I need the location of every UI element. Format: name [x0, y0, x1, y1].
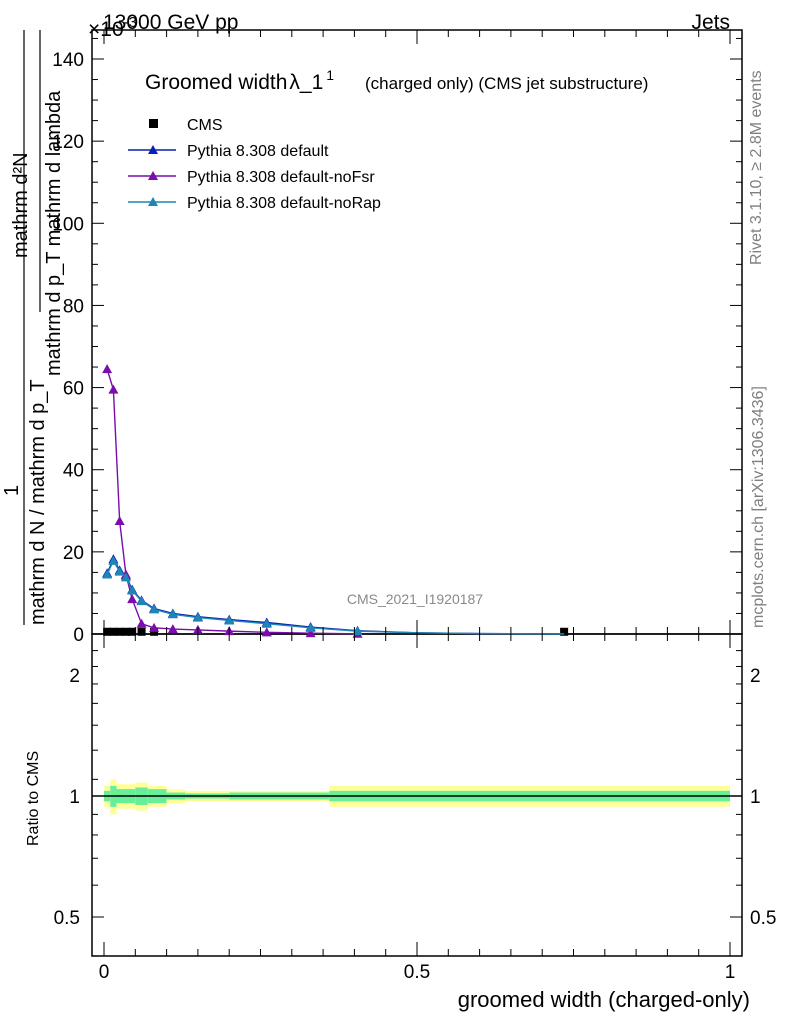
series-marker-3 — [192, 612, 203, 622]
series-marker-3 — [127, 585, 138, 595]
cms-point — [560, 627, 569, 636]
series-marker-3 — [114, 566, 125, 576]
ylabel-bottom-num: 1 — [1, 485, 23, 496]
ratio-y-tick-label-right: 1 — [750, 787, 761, 808]
title-sub: (charged only) (CMS jet substructure) — [365, 74, 648, 93]
cms-point — [115, 627, 124, 636]
y-tick-label: 0 — [73, 625, 84, 646]
ylabel-top-num: mathrm d²N — [10, 152, 32, 258]
x-axis-label: groomed width (charged-only) — [458, 987, 750, 1012]
title-sup: 1 — [326, 67, 334, 83]
series-marker-2 — [167, 624, 178, 634]
series-marker-3 — [120, 572, 131, 582]
y-tick-label: 80 — [63, 296, 84, 317]
cms-point — [137, 627, 146, 636]
legend-entry: Pythia 8.308 default-noFsr — [187, 169, 375, 186]
series-marker-3 — [102, 569, 113, 579]
cms-point — [121, 627, 130, 636]
y-tick-label: 140 — [52, 50, 84, 71]
cms-point — [103, 627, 112, 636]
series-line-3 — [106, 559, 565, 635]
ratio-band — [104, 779, 730, 815]
header-right: Jets — [691, 11, 730, 34]
header-left: 13000 GeV pp — [103, 11, 238, 34]
x-tick-label: 0 — [99, 962, 110, 983]
ratio-y-tick-label: 0.5 — [54, 908, 80, 929]
series-marker-2 — [305, 628, 316, 638]
legend-entry: Pythia 8.308 default — [187, 143, 329, 160]
series-marker-3 — [167, 609, 178, 619]
series-marker-3 — [261, 618, 272, 628]
rivet-label: Rivet 3.1.10, ≥ 2.8M events — [748, 70, 765, 265]
ratio-y-tick-label: 1 — [69, 787, 80, 808]
legend-marker — [148, 171, 158, 180]
series-marker-2 — [102, 364, 113, 374]
exponent-label: ×10-3 — [88, 14, 137, 41]
y-tick-label: 120 — [52, 132, 84, 153]
x-tick-label: 1 — [725, 962, 736, 983]
cms-point — [128, 627, 137, 636]
series-marker-2 — [149, 622, 160, 632]
series-marker-3 — [352, 626, 363, 636]
series-marker-2 — [136, 618, 147, 628]
y-tick-label: 100 — [52, 214, 84, 235]
legend-entry: Pythia 8.308 default-noRap — [187, 195, 381, 212]
series-line-1 — [106, 557, 565, 635]
series-marker-3 — [305, 622, 316, 632]
series-marker-3 — [224, 615, 235, 625]
series-marker-3 — [149, 604, 160, 614]
legend-marker — [148, 145, 158, 154]
series-marker-2 — [108, 384, 119, 394]
series-marker-3 — [108, 555, 119, 565]
ylabel-top-den: mathrm d p_T mathrm d lambda — [43, 90, 65, 376]
plot-title: Groomed widthλ_1 1 (charged only) (CMS je… — [145, 67, 648, 94]
axes-ticks: 0 20 40 60 80 100 120 140 0 0.5 1 0.5 0.5 1 1 2 2 — [52, 30, 776, 983]
exponent-power: -3 — [124, 14, 137, 31]
mcplots-label: mcplots.cern.ch [arXiv:1306.3436] — [750, 386, 767, 628]
title-lambda: λ_1 — [289, 71, 323, 94]
series-marker-3 — [136, 596, 147, 606]
legend-marker — [148, 197, 158, 206]
series-marker-2 — [261, 627, 272, 637]
y-tick-label: 20 — [63, 543, 84, 564]
ratio-y-tick-label-right: 2 — [750, 666, 761, 687]
ratio-y-tick-label: 2 — [69, 666, 80, 687]
legend-entry: CMS — [187, 117, 223, 134]
ratio-y-tick-label-right: 0.5 — [750, 908, 776, 929]
series-marker-2 — [114, 516, 125, 526]
y-tick-label: 60 — [63, 379, 84, 400]
ylabel-bottom-den: mathrm d N / mathrm d p_T — [27, 379, 49, 625]
series-line-2 — [106, 368, 358, 635]
series-marker-2 — [127, 594, 138, 604]
ratio-ylabel: Ratio to CMS — [25, 751, 42, 846]
main-series — [102, 364, 569, 638]
legend: CMS Pythia 8.308 default Pythia 8.308 defa… — [128, 117, 381, 212]
x-tick-label: 0.5 — [404, 962, 430, 983]
y-axis-label: mathrm d²N mathrm d p_T mathrm d lambda … — [1, 30, 65, 625]
legend-marker-cms — [149, 119, 158, 128]
cms-point — [109, 627, 118, 636]
title-main: Groomed widthλ_1 1 — [145, 67, 334, 94]
watermark: CMS_2021_I1920187 — [347, 591, 483, 607]
y-tick-label: 40 — [63, 461, 84, 482]
